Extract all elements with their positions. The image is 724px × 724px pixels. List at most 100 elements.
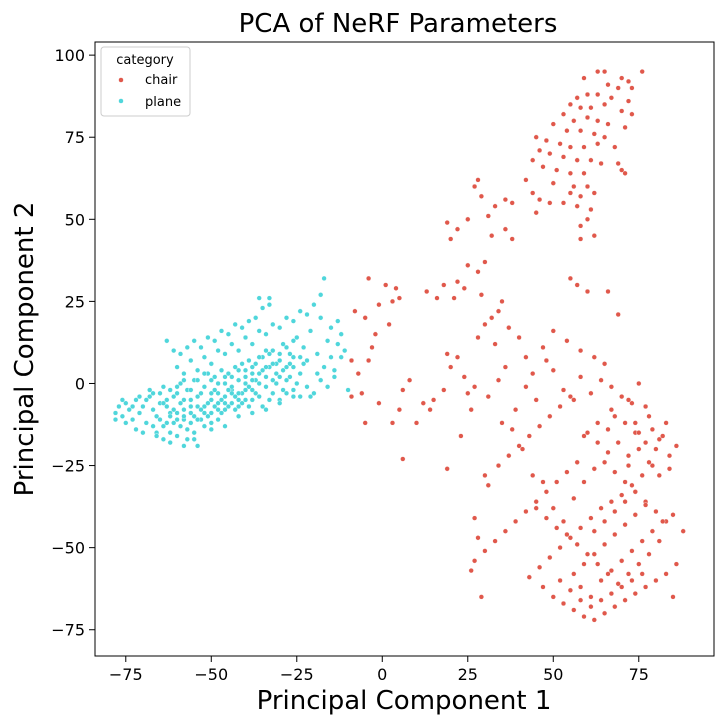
plane-point [297, 371, 303, 377]
chair-point [554, 525, 560, 531]
chair-point [574, 541, 580, 548]
plane-point [249, 397, 255, 403]
plane-point [208, 420, 214, 426]
plane-point [167, 440, 173, 446]
plane-point [260, 367, 266, 373]
plane-point [283, 377, 290, 383]
plane-point [239, 325, 245, 331]
x-tick-label: 50 [543, 665, 563, 684]
chair-point [577, 348, 584, 354]
plane-point [164, 403, 170, 410]
chair-point [434, 295, 440, 301]
plane-point [133, 426, 139, 433]
plane-point [249, 364, 255, 370]
chair-point [625, 453, 632, 459]
plane-point [112, 410, 119, 416]
chair-point [642, 502, 649, 508]
plane-point [225, 403, 232, 410]
chair-point [564, 531, 570, 538]
plane-point [246, 318, 252, 324]
chair-point [673, 443, 680, 449]
y-tick-label: 75 [65, 128, 85, 147]
chair-point [649, 463, 656, 469]
chair-point [376, 400, 382, 406]
plane-point [321, 364, 327, 370]
plane-point [270, 377, 276, 383]
plane-point [201, 403, 208, 410]
chair-point [612, 508, 618, 515]
plane-point [229, 341, 235, 347]
chair-point [622, 420, 628, 426]
x-axis-label: Principal Component 1 [257, 686, 552, 716]
x-tick-label: 0 [377, 665, 387, 684]
chair-point [608, 95, 615, 101]
plane-point [188, 403, 194, 410]
plane-point [191, 436, 197, 442]
chair-point [567, 144, 574, 150]
chair-point [615, 85, 621, 91]
chair-point [567, 394, 574, 400]
chair-point [666, 466, 673, 472]
plane-point [246, 384, 252, 390]
chair-point [571, 607, 577, 613]
plane-point [222, 423, 228, 429]
chair-point [670, 594, 676, 600]
chair-point [509, 236, 515, 242]
plane-point [256, 328, 262, 334]
x-tick-label: −25 [280, 665, 314, 684]
plane-point [256, 380, 262, 387]
chair-point [601, 610, 608, 616]
plane-point [253, 390, 259, 396]
chair-point [656, 538, 662, 544]
plane-point [222, 400, 228, 406]
plane-point [301, 361, 307, 367]
chair-point [560, 518, 567, 525]
x-axis-ticks: −75 −50 −25 0 25 50 75 [109, 656, 649, 684]
chair-point [639, 68, 645, 75]
plane-point [174, 364, 180, 370]
chair-point [495, 463, 502, 469]
chair-point [584, 430, 591, 436]
plane-point [215, 380, 221, 387]
y-axis-label: Principal Component 2 [10, 202, 40, 497]
chair-point [461, 374, 467, 380]
plane-point [314, 371, 320, 377]
chair-point [526, 574, 532, 580]
chair-point [653, 577, 659, 584]
x-tick-label: −50 [194, 665, 228, 684]
chair-point [646, 459, 652, 465]
chair-point [530, 472, 536, 479]
chair-point [601, 101, 608, 108]
chair-point [625, 571, 632, 577]
plane-point [195, 403, 201, 410]
plane-point [218, 328, 225, 334]
chair-point [454, 279, 461, 285]
plane-point [222, 407, 228, 413]
chair-point [372, 331, 379, 337]
plane-point [246, 357, 252, 364]
chair-point [598, 505, 604, 511]
plane-point [304, 384, 310, 390]
chair-point [632, 512, 638, 518]
plane-point [331, 374, 338, 380]
chair-point [588, 594, 594, 600]
chair-point [649, 528, 656, 534]
legend: category chair plane [100, 46, 191, 117]
plane-point [236, 413, 242, 419]
plane-point [331, 367, 338, 373]
chair-point [389, 420, 396, 426]
plane-point [294, 380, 300, 387]
chair-point [636, 446, 642, 452]
plane-point [311, 302, 317, 308]
chair-point [444, 351, 450, 357]
plane-point [318, 377, 324, 383]
chair-point [598, 160, 604, 167]
chair-point [595, 440, 601, 446]
chair-point [567, 190, 574, 196]
chair-point [588, 157, 594, 163]
plane-point [188, 357, 194, 364]
plane-point [177, 400, 184, 406]
chair-point [629, 482, 635, 488]
plane-point [205, 400, 211, 406]
